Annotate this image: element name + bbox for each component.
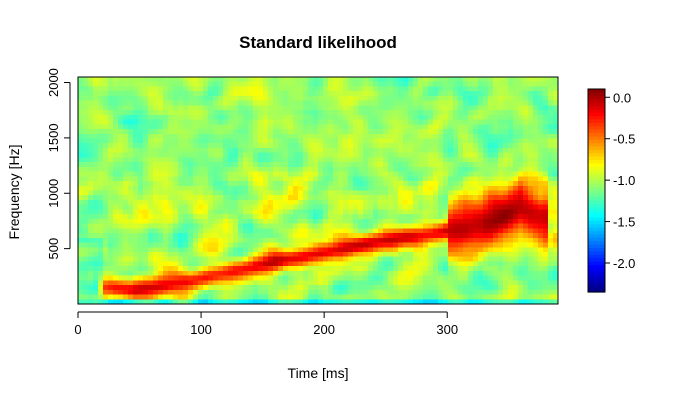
colorbar-tick-label: -1.0 xyxy=(613,173,635,188)
colorbar-swatch xyxy=(588,204,605,209)
x-tick-label: 100 xyxy=(190,322,212,337)
colorbar-swatch xyxy=(588,268,605,273)
x-tick-label: 200 xyxy=(313,322,335,337)
colorbar-tick-label: 0.0 xyxy=(613,90,631,105)
colorbar-swatch xyxy=(588,102,605,107)
colorbar-swatch xyxy=(588,271,605,276)
colorbar-swatch xyxy=(588,214,605,219)
colorbar-swatch xyxy=(588,109,605,114)
colorbar-swatch xyxy=(588,258,605,263)
y-axis-label: Frequency [Hz] xyxy=(6,145,22,240)
colorbar-swatch xyxy=(588,153,605,158)
colorbar-swatch xyxy=(588,254,605,259)
colorbar-tick-label: -1.5 xyxy=(613,215,635,230)
colorbar-swatch xyxy=(588,193,605,198)
colorbar-swatch xyxy=(588,275,605,280)
chart-title: Standard likelihood xyxy=(239,33,397,52)
colorbar-swatch xyxy=(588,180,605,185)
colorbar-swatch xyxy=(588,261,605,266)
colorbar-swatch xyxy=(588,264,605,269)
colorbar-swatch xyxy=(588,200,605,205)
colorbar-swatch xyxy=(588,136,605,141)
colorbar-swatch xyxy=(588,116,605,121)
x-tick-label: 300 xyxy=(436,322,458,337)
colorbar-swatch xyxy=(588,281,605,286)
colorbar-tick-label: -0.5 xyxy=(613,132,635,147)
colorbar-swatch xyxy=(588,163,605,168)
colorbar-swatch xyxy=(588,129,605,134)
colorbar-swatch xyxy=(588,190,605,195)
colorbar-swatch xyxy=(588,170,605,175)
colorbar-swatch xyxy=(588,183,605,188)
plot-frame xyxy=(77,76,559,305)
x-tick-label: 0 xyxy=(74,322,81,337)
colorbar-swatch xyxy=(588,143,605,148)
colorbar-swatch xyxy=(588,197,605,202)
colorbar-swatch xyxy=(588,92,605,97)
colorbar-swatch xyxy=(588,126,605,131)
colorbar-swatch xyxy=(588,119,605,124)
colorbar-swatch xyxy=(588,146,605,151)
colorbar-swatch xyxy=(588,149,605,154)
colorbar-swatch xyxy=(588,244,605,249)
colorbar-swatch xyxy=(588,207,605,212)
y-tick-label: 1500 xyxy=(46,123,61,152)
colorbar: 0.0 -0.5 -1.0 -1.5 -2.0 xyxy=(587,88,635,293)
colorbar-tick-label: -2.0 xyxy=(613,256,635,271)
colorbar-swatch xyxy=(588,187,605,192)
y-tick-label: 2000 xyxy=(46,68,61,97)
colorbar-swatch xyxy=(588,251,605,256)
y-tick-label: 1000 xyxy=(46,179,61,208)
colorbar-swatch xyxy=(588,227,605,232)
colorbar-swatch xyxy=(588,173,605,178)
colorbar-swatch xyxy=(588,160,605,165)
colorbar-swatch xyxy=(588,210,605,215)
colorbar-swatch xyxy=(588,156,605,161)
y-tick-label: 500 xyxy=(46,238,61,260)
colorbar-swatch xyxy=(588,95,605,100)
colorbar-swatch xyxy=(588,89,605,93)
colorbar-swatch xyxy=(588,285,605,290)
colorbar-swatch xyxy=(588,176,605,181)
colorbar-swatch xyxy=(588,112,605,117)
heatmap-cells xyxy=(78,77,558,304)
colorbar-swatch xyxy=(588,139,605,144)
x-axis-label: Time [ms] xyxy=(288,365,349,381)
colorbar-swatch xyxy=(588,278,605,283)
colorbar-swatch xyxy=(588,231,605,236)
y-axis: 500 1000 1500 2000 xyxy=(46,68,71,260)
colorbar-swatch xyxy=(588,122,605,127)
colorbar-swatch xyxy=(588,105,605,110)
colorbar-swatch xyxy=(588,248,605,252)
colorbar-swatch xyxy=(588,241,605,246)
colorbar-swatch xyxy=(588,237,605,242)
colorbar-swatch xyxy=(588,220,605,225)
colorbar-swatch xyxy=(588,132,605,137)
colorbar-swatch xyxy=(588,99,605,104)
colorbar-swatch xyxy=(588,234,605,239)
x-axis: 0 100 200 300 xyxy=(74,311,458,337)
colorbar-swatch xyxy=(588,288,605,293)
heatmap-plot-area xyxy=(78,77,558,304)
colorbar-swatch xyxy=(588,166,605,171)
colorbar-frame xyxy=(587,88,606,293)
colorbar-swatch xyxy=(588,217,605,222)
colorbar-swatch xyxy=(588,224,605,229)
